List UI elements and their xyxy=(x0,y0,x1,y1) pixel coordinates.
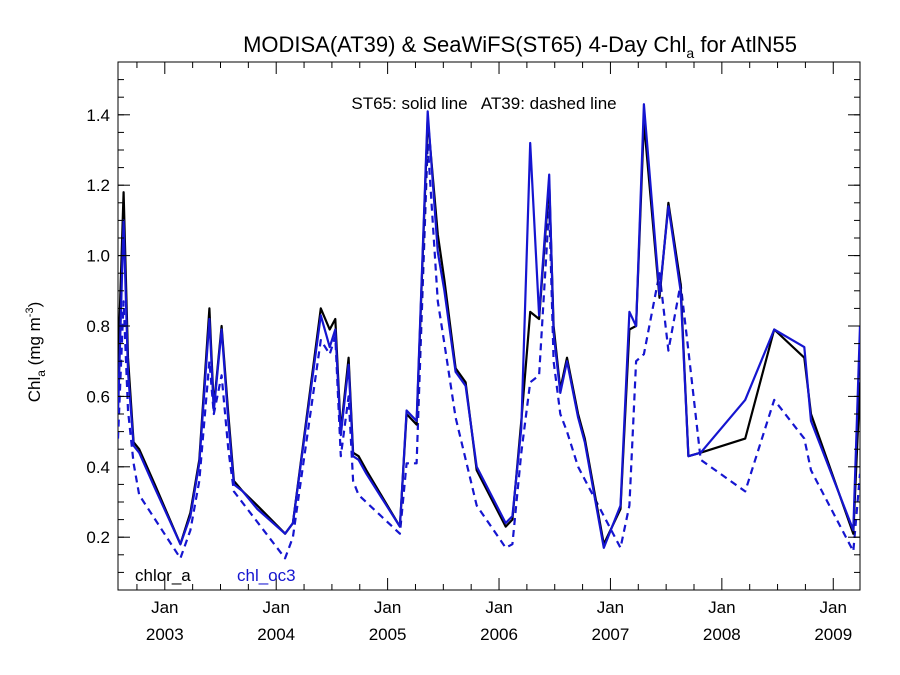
line-style-annotation: ST65: solid line AT39: dashed line xyxy=(351,94,616,113)
x-tick-year: 2007 xyxy=(592,625,630,644)
x-tick-month: Jan xyxy=(374,598,401,617)
x-tick-year: 2008 xyxy=(703,625,741,644)
x-tick-month: Jan xyxy=(262,598,289,617)
plot-frame xyxy=(117,61,861,591)
axis-tick-labels: 0.2 0.4 0.6 0.8 1.0 1.2 1.4 Jan 2003 Jan 2004 Jan 20… xyxy=(86,106,852,644)
chart-title-tail: for AtlN55 xyxy=(694,32,797,57)
svg-text:Chla (mg m-3): Chla (mg m-3) xyxy=(24,302,48,403)
y-axis-label: Chla (mg m-3) xyxy=(24,302,48,403)
legend: chlor_a chl_oc3 xyxy=(135,566,296,585)
x-tick-year: 2003 xyxy=(146,625,184,644)
axis-ticks xyxy=(118,62,860,590)
x-tick-year: 2004 xyxy=(257,625,295,644)
y-axis-label-subscript: a xyxy=(34,370,48,377)
plot-area xyxy=(117,61,861,591)
x-tick-month: Jan xyxy=(708,598,735,617)
x-tick-month: Jan xyxy=(597,598,624,617)
series-line-st65-chl-oc3 xyxy=(118,103,860,549)
y-axis-label-close: ) xyxy=(25,302,44,308)
y-axis-label-superscript: -3 xyxy=(24,307,36,317)
chart-title: MODISA(AT39) & SeaWiFS(ST65) 4-Day Chla … xyxy=(243,32,797,61)
y-tick-label: 1.2 xyxy=(86,176,110,195)
series-line-at39-chlor-a xyxy=(118,141,860,560)
y-tick-label: 1.4 xyxy=(86,106,110,125)
y-tick-label: 0.6 xyxy=(86,387,110,406)
x-tick-month: Jan xyxy=(151,598,178,617)
y-tick-label: 1.0 xyxy=(86,247,110,266)
x-tick-year: 2009 xyxy=(814,625,852,644)
y-tick-label: 0.8 xyxy=(86,317,110,336)
chart-title-main: MODISA(AT39) & SeaWiFS(ST65) 4-Day Chl xyxy=(243,32,686,57)
y-tick-label: 0.2 xyxy=(86,528,110,547)
y-tick-label: 0.4 xyxy=(86,458,110,477)
x-tick-year: 2005 xyxy=(369,625,407,644)
y-axis-label-unit: (mg m xyxy=(25,317,44,370)
series-lines xyxy=(118,103,860,560)
chart-title-subscript: a xyxy=(686,45,694,61)
x-tick-month: Jan xyxy=(820,598,847,617)
y-axis-label-main: Chl xyxy=(25,377,44,403)
x-tick-month: Jan xyxy=(485,598,512,617)
legend-entry-chl-oc3: chl_oc3 xyxy=(237,566,296,585)
legend-entry-chlor-a: chlor_a xyxy=(135,566,191,585)
x-tick-year: 2006 xyxy=(480,625,518,644)
